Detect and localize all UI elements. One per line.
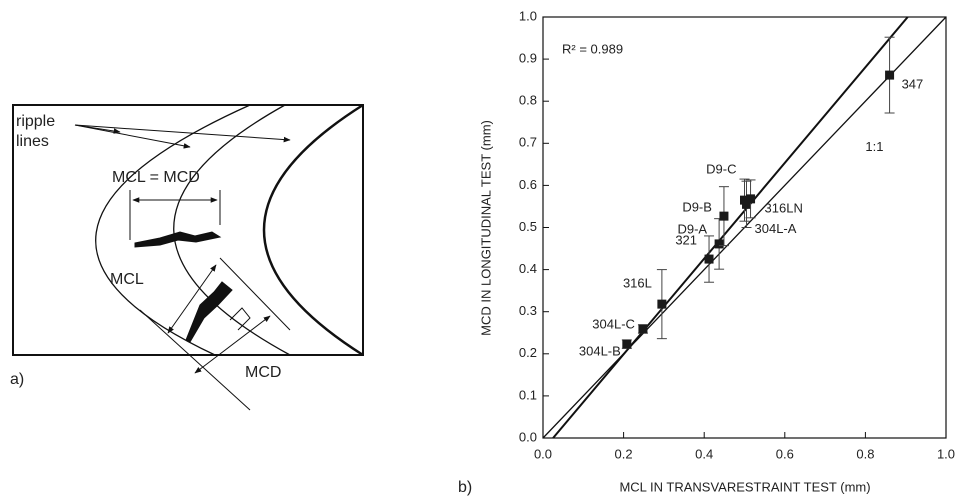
x-tick-label: 0.0 [534,446,552,461]
point [657,299,667,309]
point-label: 304L-C [592,316,635,331]
y-tick-label: 0.6 [519,177,537,192]
point [714,239,724,249]
pointer-arrow [74,124,191,149]
point-label: D9-B [682,200,712,215]
ripple-curve [95,104,251,356]
y-tick-label: 0.0 [519,429,537,444]
x-tick-label: 0.8 [856,446,874,461]
mcd-label: MCD [245,364,281,381]
point-label: 316L [623,276,652,291]
identity-label: 1:1 [865,139,883,154]
crack [134,231,222,248]
point [885,70,895,80]
mcl-label: MCL [110,271,144,288]
y-tick-label: 0.7 [519,135,537,150]
pointer-arrow [74,124,291,143]
point [746,194,756,204]
point [742,199,752,209]
ripple-label: ripple [16,113,55,130]
point-label: 347 [902,77,924,92]
dimension-arrow [194,315,271,374]
guide-line [219,257,291,331]
right-angle [229,307,251,331]
point [622,339,632,349]
y-tick-label: 0.1 [519,387,537,402]
y-tick-label: 0.5 [519,219,537,234]
panel-label: b) [458,479,472,496]
y-tick-label: 1.0 [519,8,537,23]
panel-a [12,103,364,411]
point-label: 321 [675,233,697,248]
x-tick-label: 0.2 [615,446,633,461]
y-tick-label: 0.2 [519,345,537,360]
point-label: 304L-A [755,221,797,236]
fit-line [552,16,909,439]
x-tick-label: 0.4 [695,446,713,461]
r2-annotation: R² = 0.989 [562,41,623,56]
point-label: D9-C [706,162,736,177]
y-tick-label: 0.4 [519,261,537,276]
panel-label: a) [10,371,24,388]
frame [12,104,364,356]
x-tick-label: 1.0 [937,446,955,461]
x-tick-label: 0.6 [776,446,794,461]
equal-label: MCL = MCD [112,169,200,186]
point-label: D9-A [677,221,707,236]
point [704,254,714,264]
dimension-arrow [167,264,217,334]
y-tick-label: 0.3 [519,303,537,318]
y-tick-label: 0.9 [519,51,537,66]
ripple-label: lines [16,133,49,150]
point-label: 316LN [765,200,803,215]
y-tick-label: 0.8 [519,93,537,108]
y-axis-label: MCD IN LONGITUDINAL TEST (mm) [478,120,493,336]
point [719,211,729,221]
x-axis-label: MCL IN TRANSVARESTRAINT TEST (mm) [619,479,870,494]
pool-boundary [262,103,364,357]
point-label: 304L-B [579,344,621,359]
point [638,324,648,334]
